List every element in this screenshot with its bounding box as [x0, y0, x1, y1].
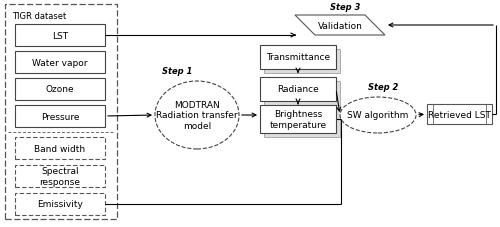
- FancyBboxPatch shape: [5, 5, 117, 219]
- FancyBboxPatch shape: [427, 105, 492, 124]
- Text: Brightness
temperature: Brightness temperature: [270, 110, 326, 129]
- Text: TIGR dataset: TIGR dataset: [12, 12, 66, 21]
- FancyBboxPatch shape: [260, 46, 336, 70]
- Ellipse shape: [155, 82, 239, 149]
- FancyBboxPatch shape: [260, 106, 336, 133]
- Text: Water vapor: Water vapor: [32, 58, 88, 67]
- FancyBboxPatch shape: [260, 78, 336, 101]
- FancyBboxPatch shape: [15, 52, 105, 74]
- FancyBboxPatch shape: [15, 25, 105, 47]
- Text: Validation: Validation: [318, 21, 362, 30]
- Text: LST: LST: [52, 31, 68, 40]
- FancyBboxPatch shape: [15, 165, 105, 187]
- Text: Emissivity: Emissivity: [37, 200, 83, 209]
- Text: Step 1: Step 1: [162, 67, 192, 76]
- FancyBboxPatch shape: [264, 82, 340, 106]
- FancyBboxPatch shape: [264, 50, 340, 74]
- Text: Transmittance: Transmittance: [266, 53, 330, 62]
- Text: Spectral
response: Spectral response: [40, 167, 80, 186]
- Text: MODTRAN
Radiation transfer
model: MODTRAN Radiation transfer model: [156, 101, 238, 130]
- Text: Step 3: Step 3: [330, 2, 360, 11]
- Text: Retrieved LST: Retrieved LST: [428, 110, 491, 119]
- Polygon shape: [295, 16, 385, 36]
- FancyBboxPatch shape: [15, 137, 105, 159]
- FancyBboxPatch shape: [264, 109, 340, 137]
- Ellipse shape: [340, 98, 416, 133]
- FancyBboxPatch shape: [15, 106, 105, 127]
- Text: Band width: Band width: [34, 144, 86, 153]
- Text: Step 2: Step 2: [368, 83, 398, 92]
- Text: Radiance: Radiance: [277, 85, 319, 94]
- Text: Pressure: Pressure: [41, 112, 79, 121]
- Text: Ozone: Ozone: [46, 85, 74, 94]
- Text: SW algorithm: SW algorithm: [348, 111, 408, 120]
- FancyBboxPatch shape: [15, 193, 105, 215]
- FancyBboxPatch shape: [15, 79, 105, 101]
